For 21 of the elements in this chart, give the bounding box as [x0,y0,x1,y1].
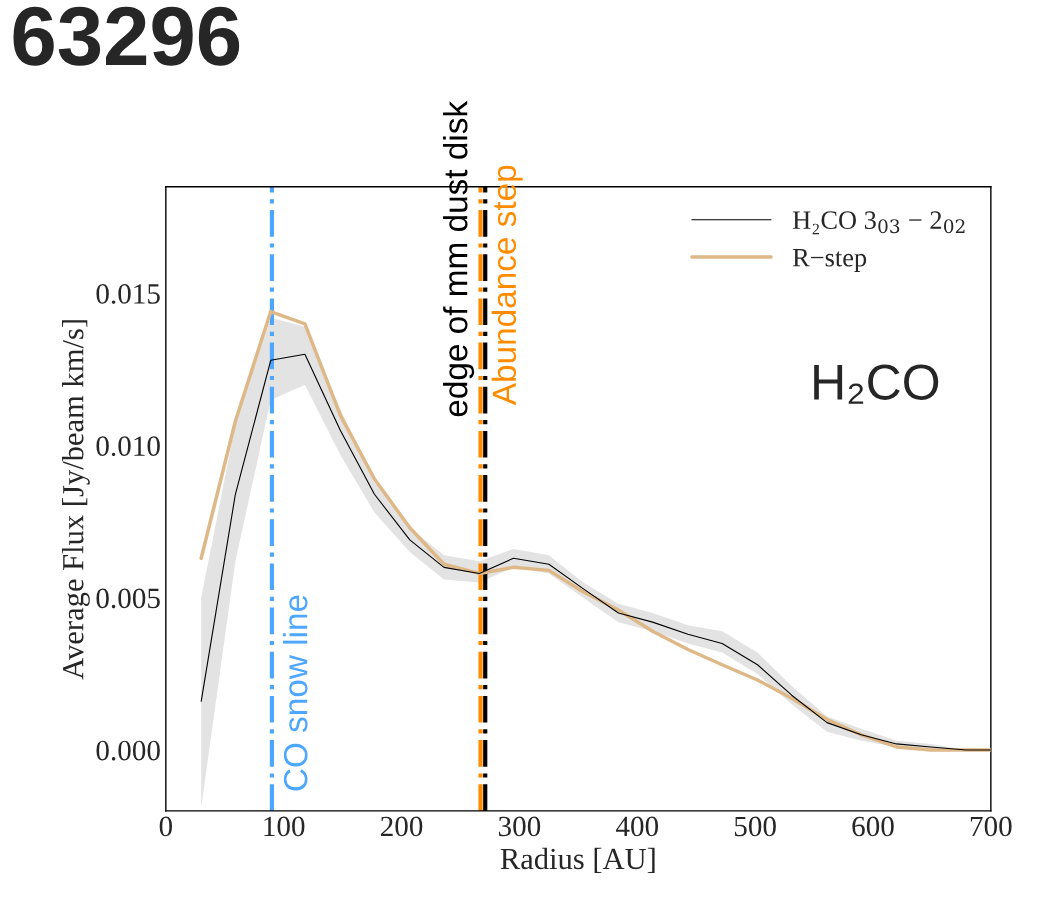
y-tick-label: 0.005 [96,588,160,609]
annotation: H₂CO [814,364,939,404]
x-tick-label: 600 [852,816,894,837]
y-tick-label: 0.010 [96,436,160,457]
x-tick-label: 500 [734,816,776,837]
legend-label: R−step [792,249,867,272]
y-tick-label: 0.015 [96,284,160,304]
text: 63296 [13,6,240,66]
x-tick-label: 0 [159,816,173,837]
x-tick-label: 200 [380,816,423,837]
y-tick-label: 0.000 [96,740,160,761]
x-axis-title: Radius [AU] [500,847,655,874]
x-tick-label: 100 [264,816,305,837]
x-tick-label: 300 [498,816,541,837]
x-tick-label: 700 [970,816,1012,837]
y-axis-title: Average Flux [Jy/beam km/s] [62,320,90,680]
ref-line-label: edge of mm dust disk [443,100,475,417]
ref-line-label: Abundance step [491,165,523,406]
ref-line-label: CO snow line [283,595,308,791]
x-tick-label: 400 [615,816,659,837]
legend-label: H₂CO 3$_{03}$ − 2$_{02}$ [792,211,965,235]
